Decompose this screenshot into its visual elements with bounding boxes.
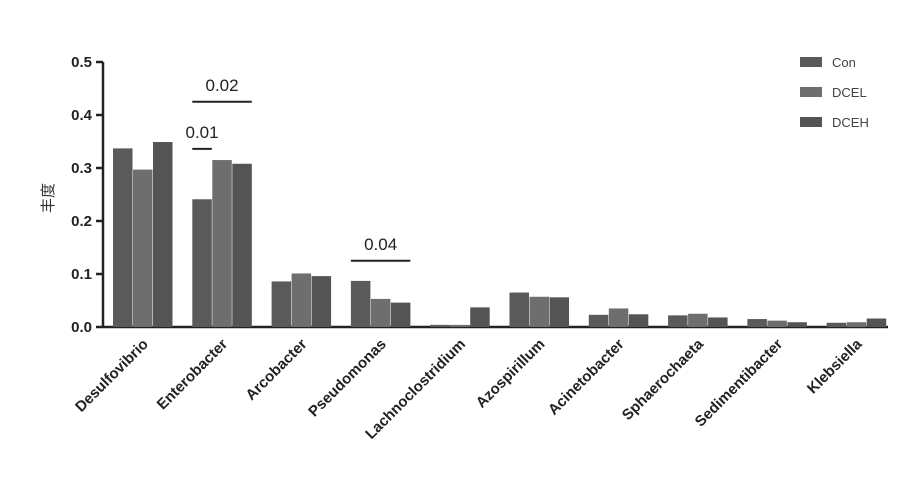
y-tick-label: 0.5 [71, 54, 92, 71]
bar-dcel [370, 298, 391, 327]
x-tick-label: Sedimentibacter [692, 336, 787, 431]
y-tick-label: 0.1 [71, 266, 92, 283]
x-tick-label: Enterobacter [154, 336, 232, 414]
bar-con [747, 319, 767, 327]
bar-con [350, 280, 371, 327]
bar-dcel [529, 296, 549, 327]
legend: Con DCEL DCEH [800, 55, 869, 130]
bar-dceh [390, 302, 411, 327]
x-tick-label: Desulfovibrio [72, 336, 152, 416]
bar-dceh [232, 163, 252, 327]
bar-dceh [628, 314, 649, 327]
x-tick-label: Azospirillum [473, 336, 549, 412]
bar-dceh [787, 322, 807, 327]
bar-con [271, 281, 292, 327]
significance-annotations: 0.02 0.01 0.04 [186, 76, 411, 262]
bar-dcel [212, 160, 232, 327]
bar-dcel [608, 308, 629, 327]
significance-p-value: 0.01 [186, 123, 219, 142]
legend-label: DCEL [832, 85, 867, 100]
bar-con [509, 292, 529, 327]
bar-dcel [688, 313, 708, 327]
legend-label: Con [832, 55, 856, 70]
bar-dcel [450, 324, 470, 327]
bar-dceh [549, 297, 569, 327]
x-tick-label: Arcobacter [242, 336, 310, 404]
bar-dcel [291, 273, 312, 327]
bar-dcel [133, 169, 153, 327]
bar-dceh [470, 307, 490, 327]
bar-con [588, 314, 609, 327]
bar-con [430, 324, 450, 327]
y-tick-label: 0.2 [71, 213, 92, 230]
y-tick-label: 0.4 [71, 107, 93, 124]
bar-dcel [846, 322, 867, 327]
bar-con [668, 315, 688, 327]
bar-dceh [866, 318, 887, 327]
bar-dceh [708, 317, 728, 327]
legend-swatch [800, 57, 822, 67]
y-axis-title: 丰度 [39, 183, 57, 213]
x-tick-label: Pseudomonas [305, 336, 390, 421]
x-tick-label: Acinetobacter [545, 336, 628, 419]
bar-dcel [767, 320, 787, 327]
legend-label: DCEH [832, 115, 869, 130]
legend-swatch [800, 117, 822, 127]
legend-swatch [800, 87, 822, 97]
bar-con [113, 148, 133, 327]
x-tick-label: Klebsiella [804, 335, 866, 397]
bars [113, 142, 887, 327]
bar-con [826, 322, 847, 327]
significance-p-value: 0.04 [364, 235, 397, 254]
y-tick-label: 0.3 [71, 160, 92, 177]
significance-p-value: 0.02 [206, 76, 239, 95]
y-tick-label: 0.0 [71, 319, 92, 336]
bar-dceh [153, 142, 173, 327]
x-tick-label: Sphaerochaeta [619, 335, 708, 424]
bar-con [192, 199, 212, 327]
bar-dceh [311, 276, 332, 327]
